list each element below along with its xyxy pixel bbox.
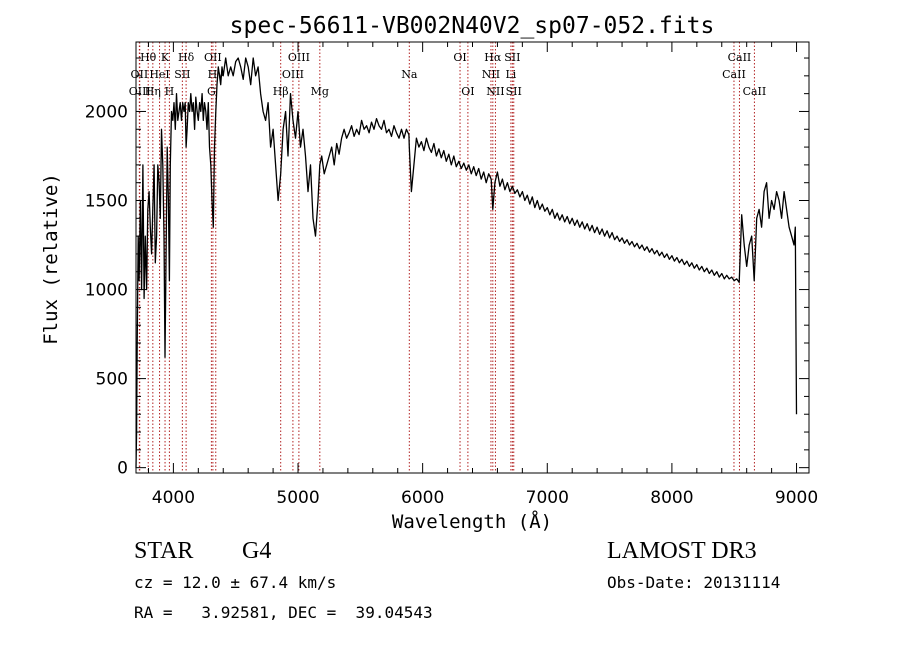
y-axis-label: Flux (relative) [40, 173, 62, 345]
x-tick-label: 9000 [775, 488, 818, 508]
line-annotation-label: Hβ [273, 85, 289, 98]
line-annotation-label: OIII [129, 85, 151, 98]
line-annotation-label: Hα [484, 51, 502, 64]
line-annotation-label: Hη [145, 85, 161, 98]
plot-frame [135, 41, 810, 474]
line-annotation-label: SII [174, 68, 190, 81]
line-annotation-label: Hθ [140, 51, 157, 64]
object-subclass: G4 [242, 538, 272, 564]
y-axis-ticks: 0 500 1000 1500 2000 [85, 57, 809, 479]
line-annotation-label: SII [504, 51, 520, 64]
line-annotation-label: CaII [743, 85, 767, 98]
x-tick-label: 8000 [650, 488, 693, 508]
line-annotation-label: CaII [722, 68, 746, 81]
line-annotation-label: NII [486, 85, 504, 98]
x-tick-label: 4000 [152, 488, 195, 508]
line-annotation-label: OIII [282, 68, 304, 81]
y-tick-label: 2000 [85, 102, 128, 122]
line-annotation-label: Hδ [178, 51, 195, 64]
line-annotation-label: Li [505, 68, 516, 81]
chart-title: spec-56611-VB002N40V2_sp07-052.fits [230, 13, 715, 39]
x-axis-ticks: 4000 5000 6000 7000 8000 9000 [147, 42, 818, 508]
object-class: STAR [134, 538, 194, 564]
line-annotation-label: HeI [149, 68, 169, 81]
y-tick-label: 500 [96, 370, 128, 390]
marker-lines [138, 42, 755, 473]
spectrum-line [135, 57, 798, 468]
y-tick-label: 0 [117, 459, 128, 479]
line-annotation-label: SII [506, 85, 522, 98]
line-annotation-label: Na [401, 68, 418, 81]
line-annotation-label: CaII [728, 51, 752, 64]
line-annotation-label: K [161, 51, 170, 64]
line-annotation-label: OI [453, 51, 466, 64]
x-tick-label: 6000 [401, 488, 444, 508]
observation-date: Obs-Date: 20131114 [607, 573, 781, 592]
x-axis-label: Wavelength (Å) [392, 510, 552, 533]
line-annotation-label: NII [482, 68, 500, 81]
line-annotation-label: G [207, 85, 216, 98]
redshift-text: cz = 12.0 ± 67.4 km/s [134, 573, 337, 592]
line-annotation-label: OI [461, 85, 474, 98]
y-tick-label: 1000 [85, 281, 128, 301]
x-tick-label: 7000 [526, 488, 569, 508]
line-annotation-label: Mg [311, 85, 329, 98]
line-annotation-label: OIII [288, 51, 310, 64]
line-annotation-label: OII [131, 68, 149, 81]
coordinates-text: RA = 3.92581, DEC = 39.04543 [134, 603, 433, 622]
y-tick-label: 1500 [85, 192, 128, 212]
line-annotation-label: OII [204, 51, 222, 64]
line-annotation-label: H [165, 85, 175, 98]
x-tick-label: 5000 [276, 488, 319, 508]
survey-name: LAMOST DR3 [607, 538, 757, 564]
